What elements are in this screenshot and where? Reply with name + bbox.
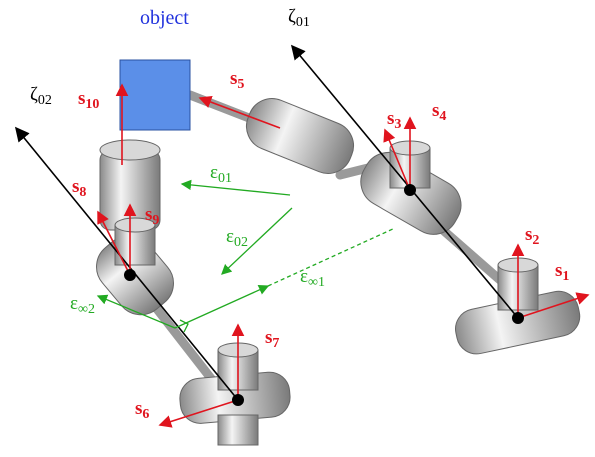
symbol-label: s6 (135, 398, 149, 422)
symbol: ε (210, 162, 218, 183)
symbol-label: ε∞1 (300, 266, 325, 290)
symbol-label: s3 (387, 108, 401, 132)
subscript: 3 (394, 117, 401, 132)
axes-lines (14, 44, 519, 401)
symbol: s (135, 398, 142, 419)
symbol: s (72, 176, 79, 197)
subscript: 10 (85, 97, 99, 112)
symbol: ζ (30, 84, 38, 105)
symbol: s (432, 100, 439, 121)
symbol: ε (300, 266, 308, 287)
screw-arrows (97, 83, 590, 428)
symbol-label: s8 (72, 176, 86, 200)
symbol: ε (226, 226, 234, 247)
joints (124, 184, 524, 406)
symbol-label: ε01 (210, 162, 232, 186)
subscript: 02 (38, 93, 52, 108)
subscript: 8 (79, 185, 86, 200)
subscript: 5 (237, 77, 244, 92)
symbol-label: ζ01 (288, 6, 310, 30)
subscript: 01 (296, 15, 310, 30)
subscript: 01 (218, 171, 232, 186)
object-label: object (140, 7, 189, 29)
subscript: 7 (272, 336, 279, 351)
subscript: 4 (439, 109, 446, 124)
symbol: s (230, 68, 237, 89)
symbol: ε (70, 293, 78, 314)
symbol-label: s4 (432, 100, 446, 124)
symbol-label: s1 (555, 260, 569, 284)
object-box (119, 59, 191, 131)
symbol-label: ε02 (226, 226, 248, 250)
epsilon-arrows (96, 179, 396, 333)
symbol-label: s2 (525, 224, 539, 248)
subscript: 2 (532, 233, 539, 248)
symbol: s (78, 88, 85, 109)
symbol-label: s7 (265, 327, 279, 351)
symbol-label: s10 (78, 88, 99, 112)
subscript: 1 (562, 269, 569, 284)
symbol-label: s5 (230, 68, 244, 92)
symbol: s (387, 108, 394, 129)
subscript: ∞1 (308, 275, 325, 290)
symbol-label: s9 (145, 204, 159, 228)
mechanism (96, 59, 581, 446)
subscript: ∞2 (78, 302, 95, 317)
symbol: s (265, 327, 272, 348)
subscript: 02 (234, 235, 248, 250)
subscript: 6 (142, 407, 149, 422)
symbol-label: ζ02 (30, 84, 52, 108)
symbol: s (555, 260, 562, 281)
symbol: s (145, 204, 152, 225)
subscript: 9 (152, 213, 159, 228)
symbol-label: ε∞2 (70, 293, 95, 317)
symbol: s (525, 224, 532, 245)
symbol: ζ (288, 6, 296, 27)
